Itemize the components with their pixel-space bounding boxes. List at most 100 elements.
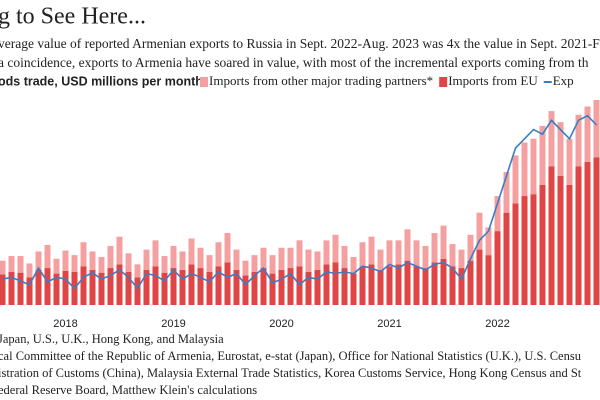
bar [521,196,528,305]
bar [503,212,510,305]
bar [575,114,582,167]
bar [242,260,249,276]
bar [440,258,447,305]
bar [368,264,375,305]
bar [431,232,438,263]
bar [80,242,87,267]
legend-swatch [439,77,448,87]
bar [53,273,60,305]
bar [422,245,429,269]
bar [116,264,123,305]
bar [323,240,330,265]
bar [449,244,456,267]
note: ederal Reserve Board, Matthew Klein's ca… [0,383,257,397]
bar [278,247,285,270]
bar [305,271,312,305]
bar [278,269,285,305]
bar [0,260,6,275]
bar [179,269,186,305]
bar [566,138,573,185]
bar [17,256,24,273]
bar [224,262,231,305]
bar [476,249,483,305]
bar [332,234,339,263]
bar [584,106,591,162]
bar [539,125,546,185]
bar [26,263,33,278]
bar [134,277,141,305]
bar [584,161,591,305]
bar [215,242,222,267]
bar [98,272,105,305]
bar [17,272,24,305]
bar [89,251,96,270]
bar [593,100,600,158]
bar [44,268,51,305]
x-tick-label: 2021 [377,318,401,330]
bar [359,242,366,267]
bar [260,247,267,269]
chart-title: g to See Here... [0,4,146,30]
x-tick-label: 2019 [161,318,185,330]
bar [116,236,123,265]
note: cal Committee of the Republic of Armenia… [0,349,582,363]
bar [179,251,186,270]
bar [287,247,294,269]
bar [89,269,96,305]
bar [548,111,555,167]
bar [485,227,492,256]
bar [386,266,393,305]
subtitle: a coincidence, exports to Armenia have s… [0,55,589,70]
bar [539,184,546,305]
bar [80,266,87,305]
bar [359,266,366,305]
note: Japan, U.S., U.K., Hong Kong, and Malays… [0,332,224,346]
line [2,114,598,290]
bar [206,255,213,272]
bar [152,266,159,305]
bar [404,260,411,305]
bar [197,268,204,305]
bar [170,268,177,305]
note: istration of Customs (China), Malaysia E… [0,366,582,380]
legend-label: Exp [553,73,574,88]
bar [242,275,249,305]
bar [512,155,519,204]
bar [314,251,321,270]
bar [0,274,6,305]
bar [134,264,141,278]
y-label: ods trade, USD millions per month [0,74,203,88]
bar [458,249,465,269]
bar [296,240,303,267]
legend-label: Imports from EU [448,73,538,88]
bar [62,270,69,305]
bar [251,255,258,272]
bar [431,262,438,305]
bar [413,240,420,267]
bar [8,256,15,272]
bar [143,269,150,305]
bar [593,157,600,305]
bar [35,251,42,270]
bar [548,166,555,305]
bar [8,271,15,305]
bar [449,266,456,305]
bar [143,249,150,270]
bar [152,240,159,267]
bar [350,256,357,274]
bar [503,172,510,213]
bar [26,277,33,305]
bar [161,256,168,273]
bar [233,249,240,270]
bar [287,268,294,305]
bar [35,269,42,305]
bar [557,175,564,305]
bar [458,268,465,305]
bar [314,269,321,305]
bar [440,225,447,259]
bar [521,142,528,197]
bar [494,231,501,305]
legend-swatch [200,77,208,87]
bar [341,245,348,269]
